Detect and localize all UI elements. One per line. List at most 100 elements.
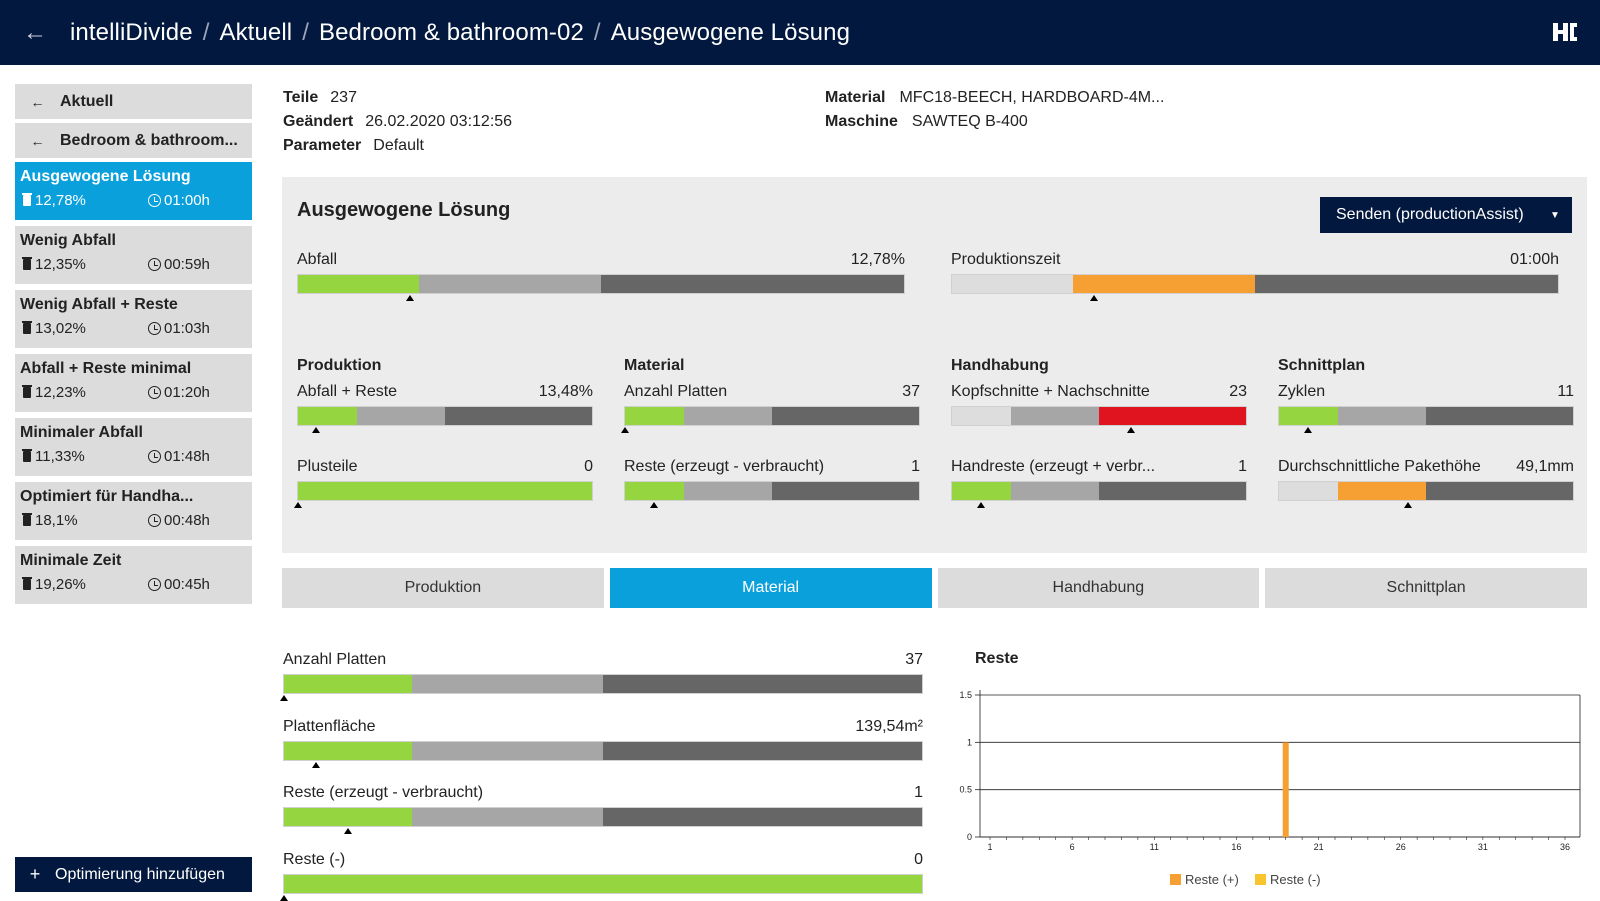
x-tick-label: 6 bbox=[1070, 842, 1075, 852]
clock-icon bbox=[148, 322, 161, 335]
time-stat: 01:48h bbox=[148, 448, 210, 465]
gauge-segment bbox=[1425, 482, 1573, 500]
waste-stat: 11,33% bbox=[20, 448, 148, 465]
optimization-item[interactable]: Ausgewogene Lösung 12,78% 01:00h bbox=[15, 162, 252, 220]
tab-handhabung[interactable]: Handhabung bbox=[937, 568, 1260, 608]
breadcrumb-separator: / bbox=[593, 18, 601, 46]
metric-bar: Kopfschnitte + Nachschnitte 23 bbox=[951, 383, 1247, 433]
add-optimization-label: Optimierung hinzufügen bbox=[55, 865, 225, 883]
tab-schnittplan[interactable]: Schnittplan bbox=[1265, 568, 1587, 608]
metric-bar: Handreste (erzeugt + verbr... 1 bbox=[951, 458, 1247, 508]
optimization-item[interactable]: Minimale Zeit 19,26% 00:45h bbox=[15, 546, 252, 604]
metric-label: Anzahl Platten bbox=[283, 651, 387, 668]
metric-label: Abfall + Reste bbox=[297, 383, 398, 400]
plus-icon: + bbox=[29, 864, 41, 884]
metric-bar: Anzahl Platten 37 bbox=[280, 651, 923, 701]
time-stat: 00:59h bbox=[148, 256, 210, 273]
optimization-item[interactable]: Wenig Abfall 12,35% 00:59h bbox=[15, 226, 252, 284]
metric-label: Durchschnittliche Pakethöhe bbox=[1278, 458, 1481, 475]
clock-icon bbox=[148, 450, 161, 463]
send-button-label: Senden (productionAssist) bbox=[1336, 206, 1524, 223]
time-stat: 01:00h bbox=[148, 192, 210, 209]
marker-triangle-icon bbox=[1304, 427, 1313, 433]
metric-label: Abfall bbox=[297, 251, 338, 268]
metric-bar: Plusteile 0 bbox=[294, 458, 593, 508]
detail-tabs: Produktion Material Handhabung Schnittpl… bbox=[282, 568, 1587, 608]
back-arrow-icon[interactable]: ← bbox=[23, 18, 47, 46]
gauge-segment bbox=[1010, 407, 1099, 425]
waste-value: 12,78% bbox=[35, 192, 86, 209]
waste-value: 12,35% bbox=[35, 256, 86, 273]
waste-value: 11,33% bbox=[35, 448, 85, 465]
metric-label: Reste (erzeugt - verbraucht) bbox=[283, 784, 484, 801]
gauge-segment bbox=[419, 275, 601, 293]
trash-icon bbox=[22, 577, 32, 590]
waste-stat: 12,23% bbox=[20, 384, 148, 401]
section-title-handhabung: Handhabung bbox=[951, 357, 1049, 374]
job-info: Teile 237 Geändert 26.02.2020 03:12:56 Par… bbox=[283, 86, 512, 158]
metric-gauge bbox=[951, 481, 1247, 508]
gauge-segment bbox=[683, 407, 772, 425]
metric-bar: Reste (erzeugt - verbraucht) 1 bbox=[624, 458, 920, 508]
time-stat: 00:48h bbox=[148, 512, 210, 529]
breadcrumb-job[interactable]: Bedroom & bathroom-02 bbox=[319, 18, 584, 46]
gauge-segment bbox=[298, 482, 592, 500]
breadcrumb-current: Ausgewogene Lösung bbox=[610, 18, 851, 46]
legend-label: Reste (-) bbox=[1270, 872, 1321, 887]
tab-produktion[interactable]: Produktion bbox=[282, 568, 604, 608]
optimization-item[interactable]: Wenig Abfall + Reste 13,02% 01:03h bbox=[15, 290, 252, 348]
metric-bar: Reste (-) 0 bbox=[280, 851, 923, 901]
geaendert-label: Geändert bbox=[283, 113, 354, 130]
time-value: 00:45h bbox=[164, 576, 210, 593]
section-title-schnittplan: Schnittplan bbox=[1278, 357, 1366, 374]
breadcrumb-aktuell[interactable]: Aktuell bbox=[219, 18, 293, 46]
metric-gauge bbox=[297, 406, 593, 433]
clock-icon bbox=[148, 258, 161, 271]
legend-label: Reste (+) bbox=[1185, 872, 1239, 887]
trash-icon bbox=[22, 257, 32, 270]
gauge-segment bbox=[411, 741, 603, 760]
metric-value: 13,48% bbox=[538, 383, 593, 400]
trash-icon bbox=[22, 193, 32, 206]
teile-value: 237 bbox=[330, 89, 357, 106]
breadcrumb: intelliDivide / Aktuell / Bedroom & bath… bbox=[70, 19, 850, 47]
optimization-item[interactable]: Abfall + Reste minimal 12,23% 01:20h bbox=[15, 354, 252, 412]
sidebar-back-job[interactable]: ← Bedroom & bathroom... bbox=[15, 123, 252, 158]
metric-gauge bbox=[621, 406, 920, 433]
clock-icon bbox=[148, 578, 161, 591]
optimization-item[interactable]: Optimiert für Handha... 18,1% 00:48h bbox=[15, 482, 252, 540]
add-optimization-button[interactable]: + Optimierung hinzufügen bbox=[15, 857, 252, 892]
tab-material[interactable]: Material bbox=[609, 568, 932, 608]
sidebar-back-aktuell[interactable]: ← Aktuell bbox=[15, 84, 252, 119]
send-production-assist-button[interactable]: Senden (productionAssist) ▼ bbox=[1320, 197, 1572, 233]
optimization-item[interactable]: Minimaler Abfall 11,33% 01:48h bbox=[15, 418, 252, 476]
optimization-name: Ausgewogene Lösung bbox=[20, 168, 191, 185]
metric-gauge bbox=[283, 807, 923, 834]
breadcrumb-intellidivide[interactable]: intelliDivide bbox=[70, 18, 193, 46]
sidebar-item-label: Aktuell bbox=[60, 92, 114, 110]
gauge-segment bbox=[1073, 275, 1255, 293]
metric-value: 49,1mm bbox=[1516, 458, 1574, 475]
gauge-segment bbox=[600, 275, 904, 293]
gauge-segment bbox=[411, 808, 603, 826]
metric-value: 1 bbox=[1238, 458, 1247, 475]
trash-icon bbox=[22, 385, 32, 398]
legend-swatch bbox=[1170, 874, 1181, 885]
gauge-segment bbox=[952, 407, 1011, 425]
waste-stat: 12,35% bbox=[20, 256, 148, 273]
caret-down-icon[interactable]: ▼ bbox=[1550, 209, 1560, 221]
maschine-value: SAWTEQ B-400 bbox=[911, 113, 1028, 130]
gauge-segment bbox=[602, 808, 922, 826]
gauge-segment bbox=[444, 407, 592, 425]
gauge-segment bbox=[284, 808, 412, 826]
metric-bar: Produktionszeit 01:00h bbox=[951, 251, 1559, 301]
material-info: Material MFC18-BEECH, HARDBOARD-4M... Mas… bbox=[825, 86, 1164, 134]
gauge-segment bbox=[1098, 482, 1246, 500]
breadcrumb-separator: / bbox=[302, 18, 309, 46]
metric-value: 0 bbox=[584, 458, 593, 475]
metric-value: 139,54m² bbox=[855, 717, 923, 735]
metric-bar: Plattenfläche 139,54m² bbox=[283, 717, 923, 768]
hc-logo: HC bbox=[1553, 23, 1577, 41]
back-arrow-icon: ← bbox=[30, 93, 45, 110]
